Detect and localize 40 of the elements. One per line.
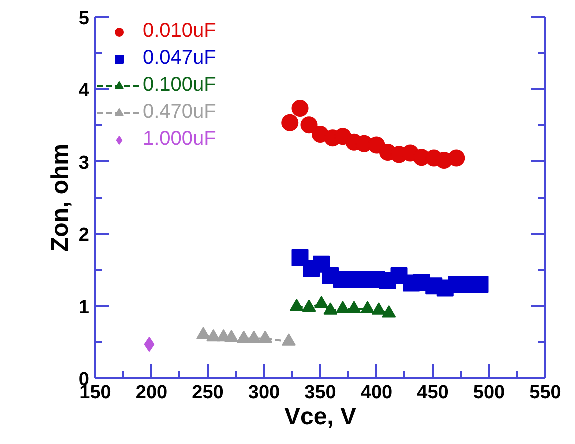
point: [258, 330, 272, 344]
y-tick-label: 3: [78, 152, 90, 174]
y-tick-label: 2: [78, 225, 90, 246]
y-tick-label: 4: [78, 80, 90, 102]
x-tick-label: 250: [192, 382, 224, 404]
x-tick-label: 450: [417, 382, 449, 404]
point: [302, 300, 316, 312]
point: [324, 302, 338, 315]
point: [382, 306, 396, 318]
point: [472, 276, 489, 294]
y-tick-label: 5: [78, 8, 90, 30]
legend-label: 0.470uF: [143, 101, 216, 124]
legend-label: 0.047uF: [143, 47, 216, 70]
point: [224, 330, 239, 342]
y-axis-title: Zon, ohm: [46, 144, 74, 252]
point: [314, 296, 329, 308]
point: [282, 114, 299, 132]
legend-label: 0.100uF: [143, 74, 216, 97]
point: [282, 334, 296, 346]
point: [372, 302, 386, 315]
point: [292, 100, 309, 117]
x-tick-label: 300: [248, 382, 280, 404]
point: [448, 150, 466, 167]
point: [360, 301, 375, 314]
y-tick-label: 1: [78, 297, 90, 318]
legend-label: 1.000uF: [143, 128, 216, 151]
x-axis-title: Vce, V: [284, 404, 357, 430]
point: [206, 329, 221, 342]
legend-label: 0.010uF: [143, 20, 216, 43]
x-tick-label: 350: [304, 382, 336, 404]
x-tick-label: 550: [530, 382, 562, 404]
x-tick-label: 500: [473, 382, 506, 404]
x-tick-label: 200: [136, 382, 168, 404]
point: [336, 301, 350, 314]
point: [347, 301, 362, 314]
x-tick-label: 400: [360, 382, 393, 404]
point: [196, 327, 210, 340]
point: [237, 330, 251, 344]
point: [300, 116, 318, 134]
point: [290, 299, 304, 312]
